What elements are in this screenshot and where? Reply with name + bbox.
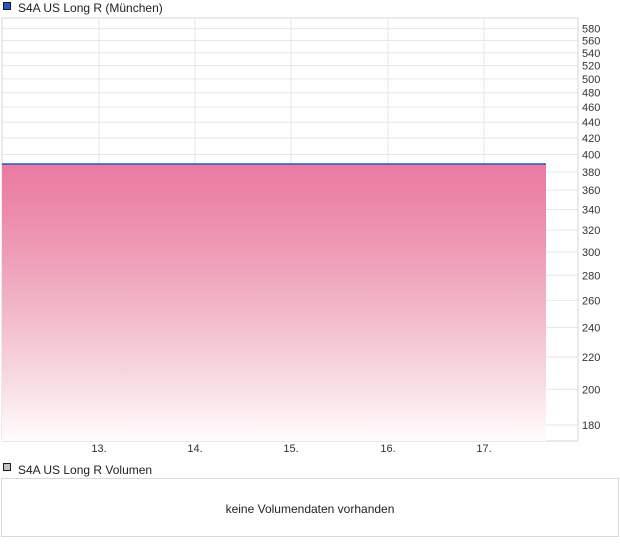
svg-text:260: 260 <box>582 295 600 307</box>
svg-text:460: 460 <box>582 102 600 114</box>
svg-text:300: 300 <box>582 247 600 259</box>
svg-text:420: 420 <box>582 133 600 145</box>
svg-text:16.: 16. <box>380 443 395 455</box>
svg-text:15.: 15. <box>283 443 298 455</box>
svg-text:340: 340 <box>582 205 600 217</box>
svg-text:200: 200 <box>582 384 600 396</box>
svg-text:500: 500 <box>582 74 600 86</box>
svg-text:360: 360 <box>582 185 600 197</box>
svg-text:13.: 13. <box>91 443 106 455</box>
svg-text:280: 280 <box>582 270 600 282</box>
svg-text:580: 580 <box>582 24 600 36</box>
svg-text:14.: 14. <box>187 443 202 455</box>
svg-text:480: 480 <box>582 88 600 100</box>
svg-text:240: 240 <box>582 323 600 335</box>
svg-text:17.: 17. <box>476 443 491 455</box>
svg-text:440: 440 <box>582 117 600 129</box>
svg-text:380: 380 <box>582 167 600 179</box>
svg-text:520: 520 <box>582 61 600 73</box>
svg-text:560: 560 <box>582 36 600 48</box>
svg-text:400: 400 <box>582 150 600 162</box>
svg-text:320: 320 <box>582 225 600 237</box>
svg-text:180: 180 <box>582 420 600 432</box>
svg-text:540: 540 <box>582 48 600 60</box>
svg-text:220: 220 <box>582 352 600 364</box>
